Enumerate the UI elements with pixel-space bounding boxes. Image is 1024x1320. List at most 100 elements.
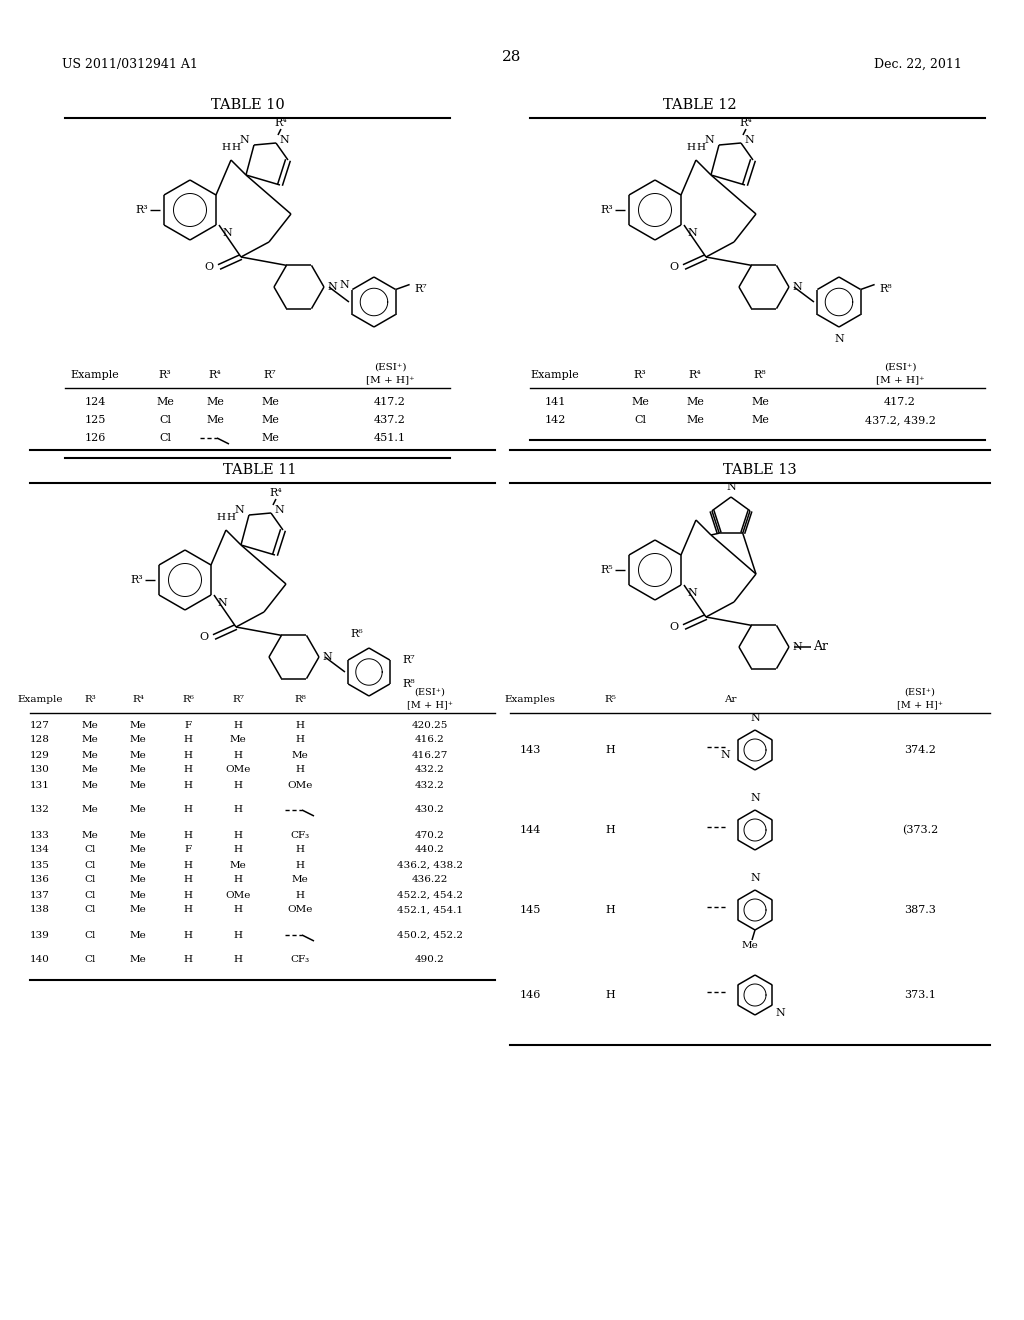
Text: F: F — [184, 846, 191, 854]
Text: Me: Me — [130, 830, 146, 840]
Text: 138: 138 — [30, 906, 50, 915]
Text: H: H — [233, 780, 243, 789]
Text: Cl: Cl — [84, 875, 95, 884]
Text: R⁷: R⁷ — [232, 696, 244, 705]
Text: Me: Me — [229, 861, 247, 870]
Text: R⁸: R⁸ — [294, 696, 306, 705]
Text: 139: 139 — [30, 931, 50, 940]
Text: N: N — [339, 280, 349, 289]
Text: 437.2, 439.2: 437.2, 439.2 — [864, 414, 936, 425]
Text: (ESI⁺): (ESI⁺) — [884, 363, 916, 371]
Text: US 2011/0312941 A1: US 2011/0312941 A1 — [62, 58, 198, 71]
Text: R⁵: R⁵ — [601, 565, 613, 576]
Text: H: H — [296, 861, 304, 870]
Text: H: H — [183, 830, 193, 840]
Text: 436.2, 438.2: 436.2, 438.2 — [397, 861, 463, 870]
Text: R³: R³ — [634, 370, 646, 380]
Text: [M + H]⁺: [M + H]⁺ — [897, 701, 943, 710]
Text: Me: Me — [130, 780, 146, 789]
Text: Dec. 22, 2011: Dec. 22, 2011 — [874, 58, 962, 71]
Text: Me: Me — [130, 891, 146, 899]
Text: Me: Me — [82, 830, 98, 840]
Text: 142: 142 — [545, 414, 565, 425]
Text: CF₃: CF₃ — [291, 830, 309, 840]
Text: 130: 130 — [30, 766, 50, 775]
Text: N: N — [222, 228, 231, 238]
Text: H: H — [296, 891, 304, 899]
Text: 432.2: 432.2 — [415, 780, 444, 789]
Text: N: N — [793, 282, 802, 292]
Text: R⁶: R⁶ — [350, 630, 364, 639]
Text: H: H — [216, 513, 225, 523]
Text: H: H — [233, 906, 243, 915]
Text: N: N — [687, 228, 697, 238]
Text: Me: Me — [229, 735, 247, 744]
Text: 141: 141 — [545, 397, 565, 407]
Text: [M + H]⁺: [M + H]⁺ — [876, 375, 925, 384]
Text: R⁷: R⁷ — [415, 285, 427, 294]
Text: 125: 125 — [84, 414, 105, 425]
Text: R⁸: R⁸ — [402, 678, 416, 689]
Text: 126: 126 — [84, 433, 105, 444]
Text: 28: 28 — [503, 50, 521, 63]
Text: N: N — [687, 587, 697, 598]
Text: 140: 140 — [30, 956, 50, 965]
Text: TABLE 13: TABLE 13 — [723, 463, 797, 477]
Text: N: N — [726, 482, 736, 492]
Text: [M + H]⁺: [M + H]⁺ — [366, 375, 415, 384]
Text: Cl: Cl — [159, 433, 171, 444]
Text: R⁷: R⁷ — [264, 370, 276, 380]
Text: H: H — [296, 766, 304, 775]
Text: H: H — [605, 825, 614, 836]
Text: Cl: Cl — [634, 414, 646, 425]
Text: H: H — [231, 143, 241, 152]
Text: Me: Me — [130, 956, 146, 965]
Text: Me: Me — [130, 861, 146, 870]
Text: Me: Me — [130, 805, 146, 814]
Text: 134: 134 — [30, 846, 50, 854]
Text: 417.2: 417.2 — [884, 397, 915, 407]
Text: Cl: Cl — [84, 846, 95, 854]
Text: (ESI⁺): (ESI⁺) — [374, 363, 407, 371]
Text: N: N — [323, 652, 332, 663]
Text: Me: Me — [130, 735, 146, 744]
Text: 451.1: 451.1 — [374, 433, 406, 444]
Text: 124: 124 — [84, 397, 105, 407]
Text: N: N — [751, 873, 760, 883]
Text: Me: Me — [130, 766, 146, 775]
Text: Cl: Cl — [84, 861, 95, 870]
Text: R³: R³ — [601, 205, 613, 215]
Text: H: H — [221, 144, 230, 153]
Text: N: N — [234, 506, 244, 515]
Text: CF₃: CF₃ — [291, 956, 309, 965]
Text: H: H — [226, 512, 236, 521]
Text: R⁴: R⁴ — [132, 696, 144, 705]
Text: H: H — [605, 990, 614, 1001]
Text: Me: Me — [130, 875, 146, 884]
Text: 144: 144 — [519, 825, 541, 836]
Text: 440.2: 440.2 — [415, 846, 444, 854]
Text: Me: Me — [82, 751, 98, 759]
Text: TABLE 11: TABLE 11 — [223, 463, 297, 477]
Text: Me: Me — [82, 721, 98, 730]
Text: Example: Example — [71, 370, 120, 380]
Text: 452.1, 454.1: 452.1, 454.1 — [397, 906, 463, 915]
Text: H: H — [233, 956, 243, 965]
Text: Me: Me — [261, 433, 279, 444]
Text: 420.25: 420.25 — [412, 721, 449, 730]
Text: Me: Me — [130, 931, 146, 940]
Text: Example: Example — [530, 370, 580, 380]
Text: Me: Me — [82, 805, 98, 814]
Text: R⁸: R⁸ — [880, 285, 892, 294]
Text: Me: Me — [130, 721, 146, 730]
Text: 135: 135 — [30, 861, 50, 870]
Text: F: F — [184, 721, 191, 730]
Text: H: H — [183, 931, 193, 940]
Text: H: H — [183, 906, 193, 915]
Text: 432.2: 432.2 — [415, 766, 444, 775]
Text: 133: 133 — [30, 830, 50, 840]
Text: Me: Me — [292, 751, 308, 759]
Text: N: N — [835, 334, 844, 345]
Text: Cl: Cl — [84, 956, 95, 965]
Text: N: N — [721, 750, 730, 760]
